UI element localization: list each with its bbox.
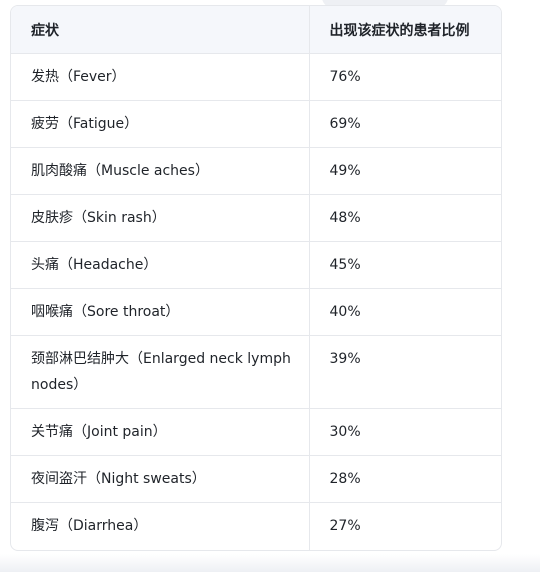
table-row: 咽喉痛（Sore throat） 40% [11,288,501,336]
cell-symptom: 腹泻（Diarrhea） [31,518,148,534]
cell-percent: 69% [308,100,501,148]
table-row: 皮肤疹（Skin rash） 48% [11,194,501,242]
bottom-fade [0,554,540,572]
table-row: 夜间盗汗（Night sweats） 28% [11,455,501,503]
header-symptom: 症状 [11,6,309,54]
cell-symptom: 夜间盗汗（Night sweats） [11,455,309,503]
cell-percent: 27% [308,502,501,550]
header-percent: 出现该症状的患者比例 [308,6,501,54]
cell-symptom: 发热（Fever） [11,53,309,101]
cell-percent: 76% [308,53,501,101]
table-row: 颈部淋巴结肿大（Enlarged neck lymph nodes） 39% [11,335,501,409]
cell-symptom: 肌肉酸痛（Muscle aches） [11,147,309,195]
cell-symptom: 皮肤疹（Skin rash） [11,194,309,242]
cell-symptom: 疲劳（Fatigue） [11,100,309,148]
cell-percent: 45% [308,241,501,289]
table-row: 发热（Fever） 76% [11,53,501,101]
cell-percent: 40% [308,288,501,336]
table-row: 疲劳（Fatigue） 69% [11,100,501,148]
cell-symptom: 关节痛（Joint pain） [11,408,309,456]
table-row: 头痛（Headache） 45% [11,241,501,289]
cell-percent: 28% [308,455,501,503]
table-row: 关节痛（Joint pain） 30% [11,408,501,456]
cell-percent: 49% [308,147,501,195]
symptom-table: 症状 出现该症状的患者比例 发热（Fever） 76% 疲劳（Fatigue） … [11,6,501,550]
cell-percent: 48% [308,194,501,242]
top-scroll-indicator [322,0,448,8]
symptom-table-card: 症状 出现该症状的患者比例 发热（Fever） 76% 疲劳（Fatigue） … [10,5,502,551]
cell-percent: 39% [308,335,501,409]
table-header-row: 症状 出现该症状的患者比例 [11,6,501,54]
cell-symptom: 颈部淋巴结肿大（Enlarged neck lymph nodes） [11,335,309,409]
cell-symptom: 头痛（Headache） [11,241,309,289]
table-row: 肌肉酸痛（Muscle aches） 49% [11,147,501,195]
table-row: 腹泻（Diarrhea） 27% [11,502,501,550]
cell-symptom: 咽喉痛（Sore throat） [11,288,309,336]
cell-percent: 30% [308,408,501,456]
